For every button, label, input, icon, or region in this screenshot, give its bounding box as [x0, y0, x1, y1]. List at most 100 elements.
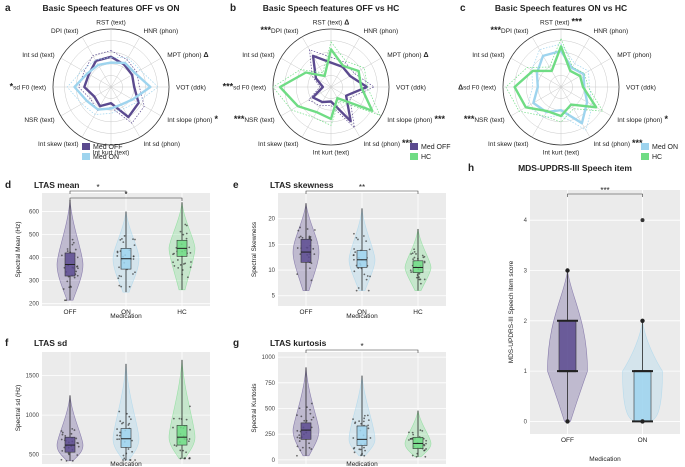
radar-spoke	[330, 86, 361, 138]
data-point	[179, 264, 182, 266]
radar-series-spread	[66, 56, 159, 115]
box-off	[300, 422, 312, 440]
data-point	[189, 405, 191, 408]
data-point	[353, 258, 355, 261]
data-point	[134, 238, 136, 241]
panel-title-b: Basic Speech features OFF vs HC	[263, 3, 400, 13]
data-point	[76, 454, 79, 456]
radar-axis-label: Int sd (phon) ***	[594, 138, 644, 148]
data-point	[75, 437, 78, 440]
data-point	[172, 426, 174, 429]
data-point	[365, 240, 368, 243]
data-point	[409, 269, 412, 272]
data-point	[369, 437, 372, 439]
data-point	[418, 278, 421, 281]
box-hc	[412, 260, 424, 273]
data-point	[177, 266, 180, 269]
panel-title-c: Basic Speech features ON vs HC	[495, 3, 627, 13]
data-point	[64, 435, 67, 437]
data-point	[116, 438, 119, 441]
data-point	[122, 241, 125, 244]
radar-axis-text: MPT (phon)	[617, 52, 651, 59]
y-tick-label: 1	[524, 369, 528, 375]
y-tick-label: 1000	[262, 355, 276, 361]
data-point	[422, 437, 425, 440]
data-point	[410, 271, 413, 274]
data-point	[366, 275, 369, 277]
radar-axis-text: VOT (ddk)	[176, 85, 206, 92]
radar-series-spread	[78, 50, 145, 124]
x-tick-label: ON	[121, 309, 131, 316]
data-point	[179, 230, 182, 233]
radar-axis-text: RST (text)	[96, 20, 126, 27]
radar-axis-label: RST (text) ***	[540, 17, 583, 27]
data-point	[119, 431, 121, 434]
radar-axis-text: Int slope (phon)	[617, 117, 662, 124]
radar-panel-a: a Basic Speech features OFF vs ON RST (tex…	[5, 3, 218, 161]
radar-axis-text: sd F0 (text)	[13, 85, 46, 92]
data-point	[413, 256, 416, 259]
data-point	[75, 270, 78, 273]
radar-axis-label: Int kurt (text)	[93, 150, 129, 157]
data-point	[411, 252, 414, 255]
data-point	[367, 427, 370, 430]
data-point	[367, 424, 370, 427]
data-point	[418, 276, 420, 279]
data-point	[309, 412, 312, 415]
radar-axis-label: ***DPI (text)	[491, 25, 529, 35]
data-point	[70, 286, 73, 288]
data-point	[366, 414, 369, 417]
box-on	[356, 250, 368, 268]
radar-axis-text: VOT (ddk)	[396, 85, 426, 92]
data-point	[313, 229, 316, 231]
data-point	[61, 433, 64, 436]
panel-title-f: LTAS sd	[34, 338, 67, 348]
radar-axis-label: RST (text)	[96, 20, 126, 27]
y-tick-label: 1000	[26, 413, 40, 419]
significance-mark: *	[360, 342, 363, 351]
panel-title-e: LTAS skewness	[270, 180, 334, 190]
data-point	[172, 261, 174, 264]
data-point	[310, 448, 313, 450]
radar-series-spread	[272, 41, 381, 126]
y-axis-title: Spectral Mean (Hz)	[15, 222, 22, 278]
data-point	[364, 449, 366, 452]
data-point	[123, 235, 126, 237]
data-point	[369, 275, 371, 278]
data-point	[118, 266, 120, 269]
data-point	[425, 448, 427, 450]
radar-axis-label: RST (text) Δ	[313, 20, 350, 27]
data-point	[363, 273, 366, 276]
data-point	[73, 276, 76, 279]
data-point	[120, 285, 123, 288]
data-point	[65, 299, 68, 302]
data-point	[301, 446, 304, 449]
radar-axis-label: ***NSR (text)	[234, 114, 275, 124]
y-tick-label: 3	[524, 268, 528, 274]
radar-axis-text: VOT (ddk)	[626, 85, 656, 92]
data-point	[172, 253, 174, 256]
data-point	[424, 455, 427, 458]
significance-mark: *	[664, 114, 668, 124]
data-point	[116, 428, 118, 430]
data-point	[411, 454, 414, 457]
data-point	[67, 452, 70, 455]
radar-axis-label: HNR (phon)	[364, 28, 399, 35]
data-point	[77, 445, 80, 448]
data-point	[299, 226, 301, 229]
data-point	[74, 248, 77, 251]
legend-label: HC	[652, 154, 662, 161]
data-point	[60, 254, 63, 257]
radar-axis-text: Int sd (phon)	[144, 141, 181, 148]
radar-spoke	[560, 86, 591, 138]
x-axis-title: Medication	[110, 461, 142, 467]
data-point	[298, 434, 301, 437]
significance-mark: Δ	[203, 52, 208, 59]
radar-axis-label: DPI (text)	[51, 28, 78, 35]
data-point	[300, 415, 303, 418]
radar-axis-label: ***sd F0 (text)	[223, 82, 266, 92]
radar-axis-label: *sd F0 (text)	[10, 82, 46, 92]
data-point	[309, 408, 311, 411]
data-point	[363, 446, 365, 449]
radar-series-med-on	[73, 61, 152, 111]
